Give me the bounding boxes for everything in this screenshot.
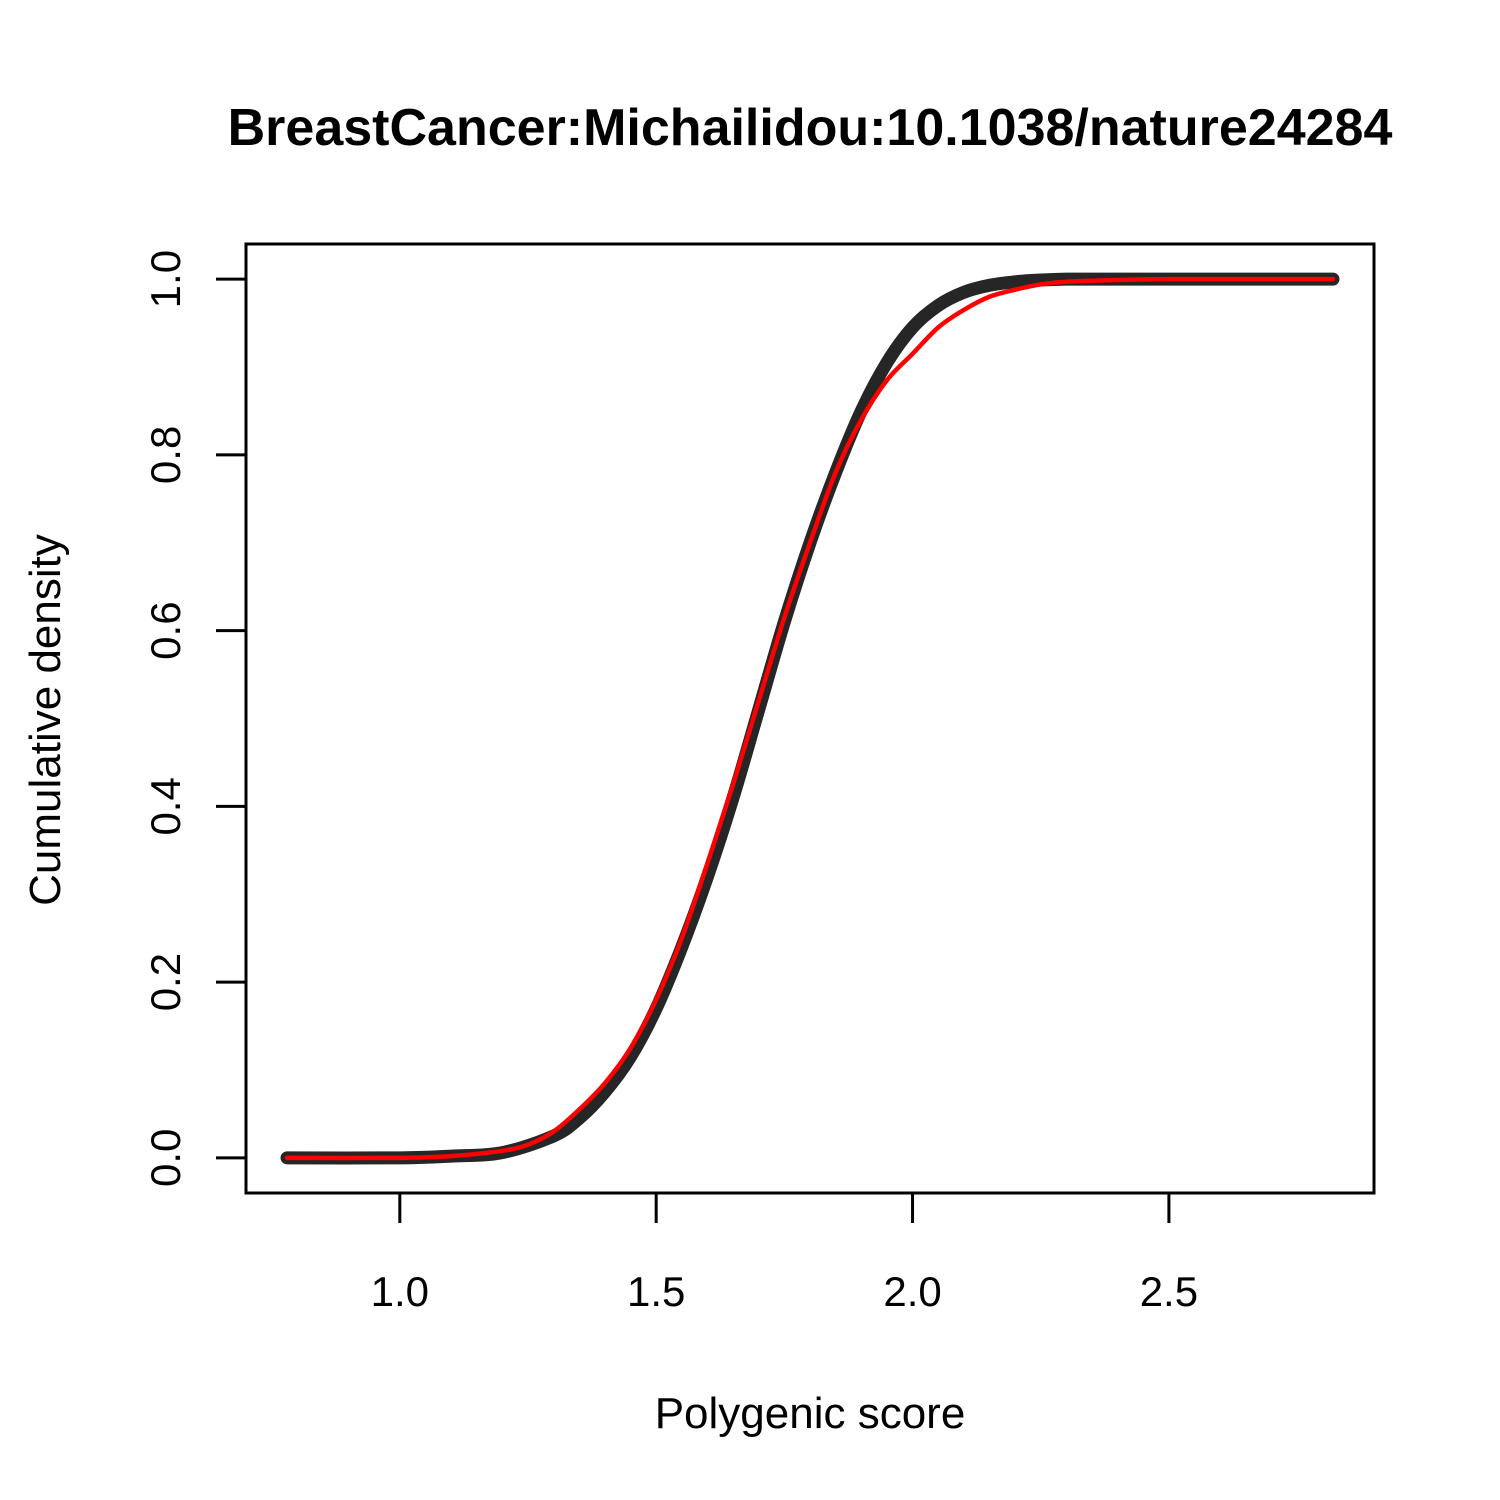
- y-tick-label: 0.0: [142, 1129, 189, 1187]
- series-line-black-band: [280, 272, 1340, 1165]
- x-tick-label: 1.5: [627, 1268, 685, 1315]
- plot-frame: [244, 242, 1376, 1195]
- y-tick-label: 0.4: [142, 777, 189, 835]
- x-axis-label: Polygenic score: [655, 1389, 966, 1438]
- x-tick-label: 2.5: [1140, 1268, 1198, 1315]
- y-tick-label: 0.6: [142, 601, 189, 659]
- series-layer: [280, 272, 1340, 1165]
- y-tick-label: 0.2: [142, 953, 189, 1011]
- x-tick-label: 1.0: [371, 1268, 429, 1315]
- y-axis: 0.0 0.2 0.4 0.6 0.8 1.0: [142, 250, 246, 1187]
- y-tick-label: 0.8: [142, 426, 189, 484]
- y-axis-label: Cumulative density: [21, 534, 70, 906]
- x-tick-label: 2.0: [883, 1268, 941, 1315]
- x-axis: 1.0 1.5 2.0 2.5: [371, 1191, 1198, 1315]
- chart-title: BreastCancer:Michailidou:10.1038/nature2…: [228, 99, 1393, 157]
- y-tick-label: 1.0: [142, 250, 189, 308]
- series-line-red: [284, 276, 1336, 1161]
